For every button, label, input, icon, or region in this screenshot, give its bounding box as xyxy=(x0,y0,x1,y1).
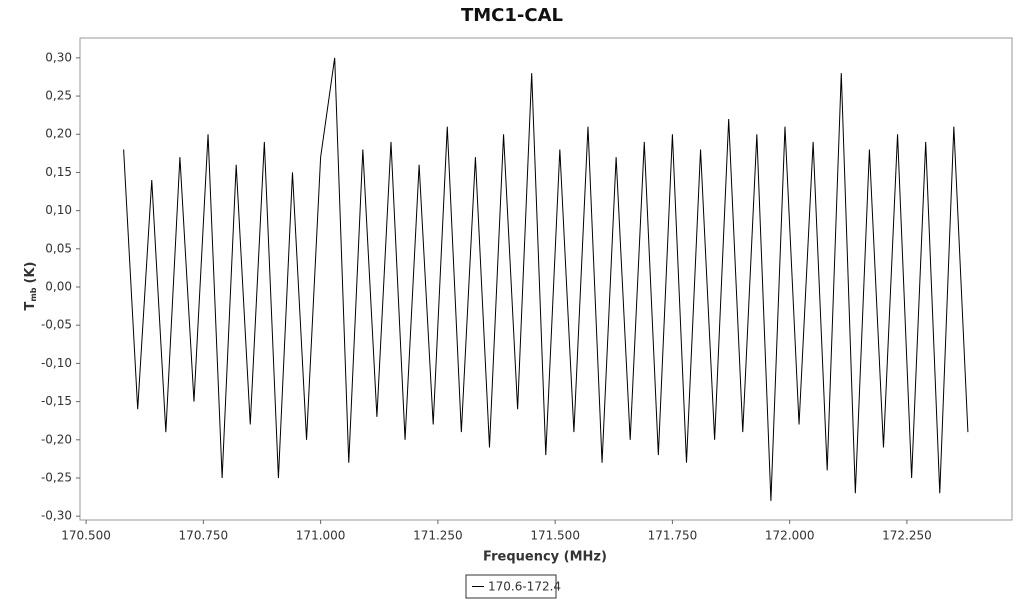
y-tick-label: 0,20 xyxy=(45,127,72,141)
y-tick-label: -0,05 xyxy=(41,318,72,332)
y-tick-label: -0,10 xyxy=(41,356,72,370)
y-label-sub: mb xyxy=(29,287,38,301)
x-axis-label: Frequency (MHz) xyxy=(483,550,607,565)
y-label-unit: (K) xyxy=(23,262,38,284)
y-tick-label: -0,30 xyxy=(41,509,72,523)
y-axis-label: Tmb (K) xyxy=(23,262,38,311)
legend-box xyxy=(465,574,557,599)
y-tick-label: 0,15 xyxy=(45,165,72,179)
plot-frame xyxy=(79,37,1013,521)
x-tick-label: 171.750 xyxy=(648,529,698,543)
y-tick-label: -0,25 xyxy=(41,470,72,484)
x-tick-label: 171.000 xyxy=(296,529,346,543)
x-tick-label: 170.500 xyxy=(61,529,111,543)
y-tick-label: 0,10 xyxy=(45,203,72,217)
y-tick-label: 0,00 xyxy=(45,280,72,294)
x-tick-label: 171.250 xyxy=(413,529,463,543)
y-label-main: T xyxy=(23,301,38,310)
y-tick-label: 0,30 xyxy=(45,50,72,64)
x-tick-label: 170.750 xyxy=(179,529,229,543)
y-tick-label: -0,15 xyxy=(41,394,72,408)
x-tick-label: 171.500 xyxy=(530,529,580,543)
legend-label: 170.6-172.4 xyxy=(488,580,561,594)
x-tick-label: 172.000 xyxy=(765,529,815,543)
y-tick-label: -0,20 xyxy=(41,432,72,446)
series-line xyxy=(123,57,969,501)
y-tick-label: 0,25 xyxy=(45,89,72,103)
y-tick-label: 0,05 xyxy=(45,241,72,255)
x-tick-label: 172.250 xyxy=(882,529,932,543)
chart-title: TMC1-CAL xyxy=(461,5,563,26)
